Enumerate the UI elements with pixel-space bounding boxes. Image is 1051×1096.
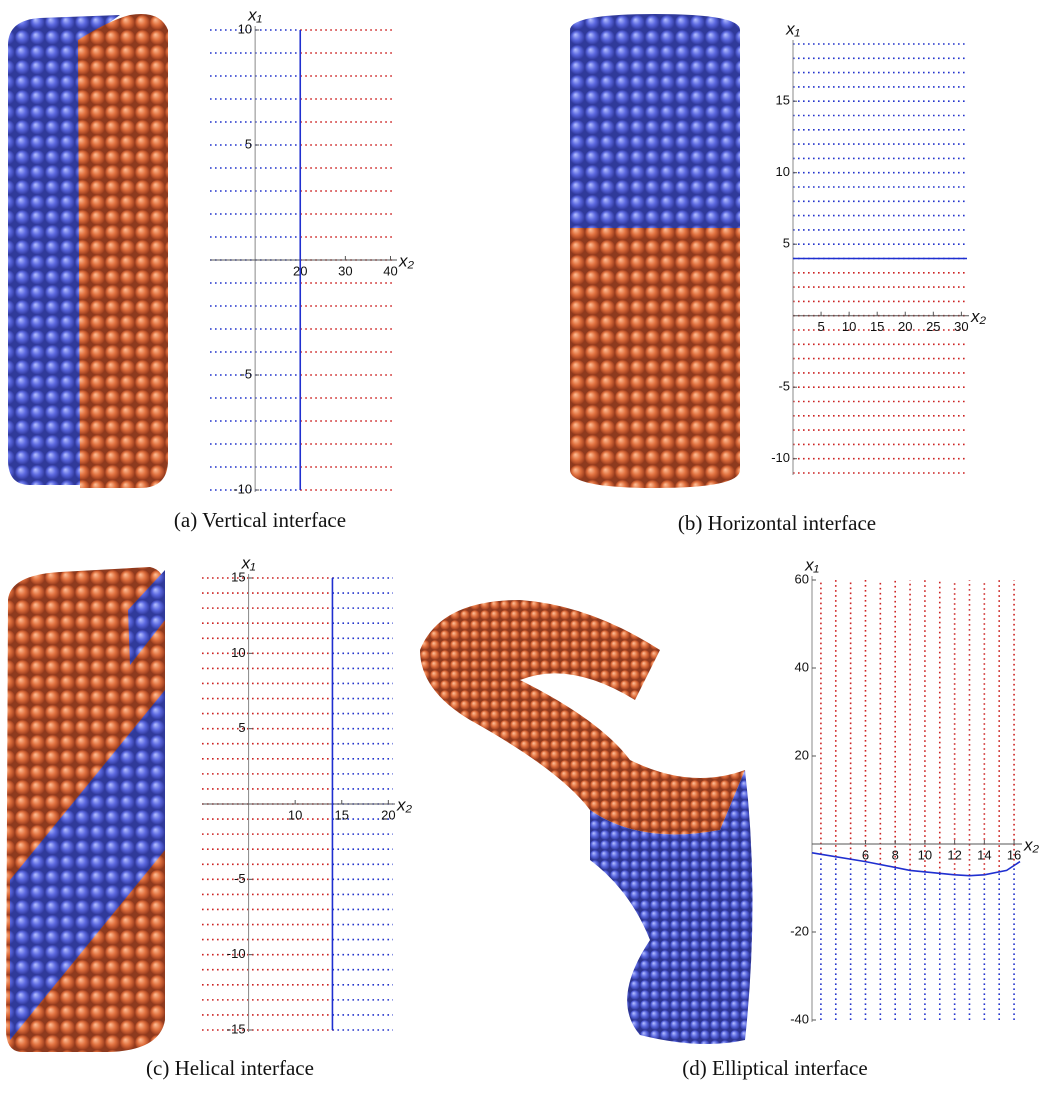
y-tick-label: -10 bbox=[227, 946, 246, 961]
x-tick-label: 10 bbox=[842, 319, 856, 334]
y-tick-label: 5 bbox=[783, 236, 790, 251]
y-tick-label: 40 bbox=[795, 659, 809, 674]
y-tick-label: 5 bbox=[245, 136, 252, 151]
y-tick-label: 15 bbox=[776, 93, 790, 108]
x-axis-label: x₂ bbox=[396, 795, 413, 814]
render-c bbox=[6, 567, 165, 1052]
y-tick-label: -10 bbox=[233, 481, 252, 496]
render-a bbox=[8, 14, 168, 488]
y-tick-label: -40 bbox=[790, 1011, 809, 1026]
y-axis-label: x₁ bbox=[241, 553, 256, 572]
x-tick-label: 6 bbox=[862, 847, 869, 862]
x-tick-label: 25 bbox=[926, 319, 940, 334]
y-tick-label: 10 bbox=[776, 164, 790, 179]
y-axis-label: x₁ bbox=[804, 555, 819, 574]
x-tick-label: 10 bbox=[288, 807, 302, 822]
y-tick-label: 5 bbox=[238, 720, 245, 735]
x-axis-label: x₂ bbox=[1023, 835, 1040, 854]
y-axis-label: x₁ bbox=[247, 5, 262, 24]
y-tick-label: -5 bbox=[241, 366, 253, 381]
y-tick-label: -15 bbox=[227, 1021, 246, 1036]
figure: 10 5 -5 -10 20 30 40 x₁ x₂ (a) Vertical interface… bbox=[0, 0, 1051, 1096]
x-tick-label: 30 bbox=[338, 263, 352, 278]
x-tick-label: 12 bbox=[947, 847, 961, 862]
caption: (b) Horizontal interface bbox=[678, 511, 876, 535]
y-tick-label: -10 bbox=[771, 450, 790, 465]
x-tick-label: 30 bbox=[954, 319, 968, 334]
x-axis-label: x₂ bbox=[970, 307, 987, 326]
x-tick-label: 14 bbox=[977, 847, 991, 862]
y-tick-label: -5 bbox=[234, 871, 246, 886]
x-tick-label: 20 bbox=[898, 319, 912, 334]
x-tick-label: 15 bbox=[870, 319, 884, 334]
caption: (a) Vertical interface bbox=[174, 508, 346, 532]
y-tick-label: -5 bbox=[778, 379, 790, 394]
y-axis-label: x₁ bbox=[785, 19, 800, 38]
caption: (c) Helical interface bbox=[146, 1056, 314, 1080]
y-tick-label: -20 bbox=[790, 923, 809, 938]
x-tick-label: 8 bbox=[892, 847, 899, 862]
x-tick-label: 16 bbox=[1007, 847, 1021, 862]
y-tick-label: 10 bbox=[231, 645, 245, 660]
render-b bbox=[570, 14, 740, 488]
x-tick-label: 20 bbox=[381, 807, 395, 822]
caption: (d) Elliptical interface bbox=[682, 1056, 867, 1080]
y-tick-label: 20 bbox=[795, 747, 809, 762]
x-tick-label: 40 bbox=[383, 263, 397, 278]
x-tick-label: 10 bbox=[918, 847, 932, 862]
page: {"panels": [ {"caption": "(a) Vertical i… bbox=[0, 0, 1051, 1096]
x-axis-label: x₂ bbox=[398, 251, 415, 270]
x-tick-label: 15 bbox=[335, 807, 349, 822]
x-tick-label: 5 bbox=[817, 319, 824, 334]
